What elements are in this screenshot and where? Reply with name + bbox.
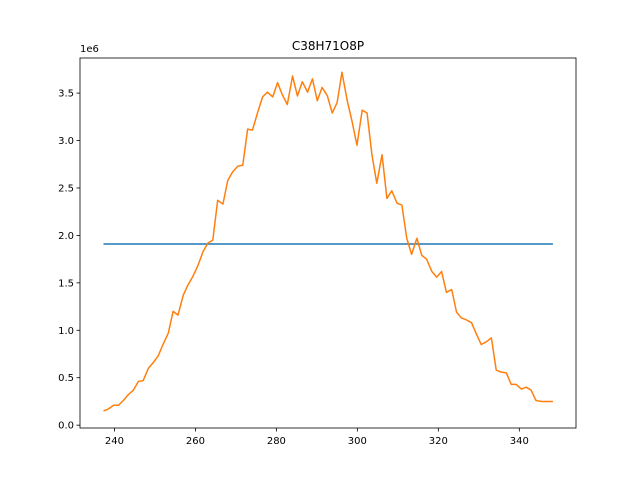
y-tick-label: 0.0 bbox=[58, 421, 74, 432]
axes-frame bbox=[79, 57, 577, 429]
x-tick-label: 280 bbox=[267, 436, 286, 447]
y-tick-label: 3.5 bbox=[58, 89, 74, 100]
y-axis-ticks: 0.0 0.5 1.0 1.5 2.0 2.5 3.0 3.5 bbox=[58, 89, 80, 432]
y-tick-label: 1.0 bbox=[58, 326, 74, 337]
y-tick-label: 2.0 bbox=[58, 231, 74, 242]
plot-lines bbox=[103, 71, 553, 412]
x-axis-ticks: 240 260 280 300 320 340 bbox=[105, 428, 529, 447]
y-tick-label: 1.5 bbox=[58, 278, 74, 289]
y-tick-label: 2.5 bbox=[58, 183, 74, 194]
y-scale-label: 1e6 bbox=[80, 44, 99, 55]
y-tick-label: 3.0 bbox=[58, 136, 74, 147]
series-line-1 bbox=[103, 71, 553, 412]
x-tick-label: 240 bbox=[105, 436, 124, 447]
chart-title: C38H71O8P bbox=[292, 39, 364, 53]
y-tick-label: 0.5 bbox=[58, 373, 74, 384]
x-tick-label: 320 bbox=[429, 436, 448, 447]
x-tick-label: 340 bbox=[510, 436, 529, 447]
x-tick-label: 300 bbox=[348, 436, 367, 447]
x-tick-label: 260 bbox=[186, 436, 205, 447]
